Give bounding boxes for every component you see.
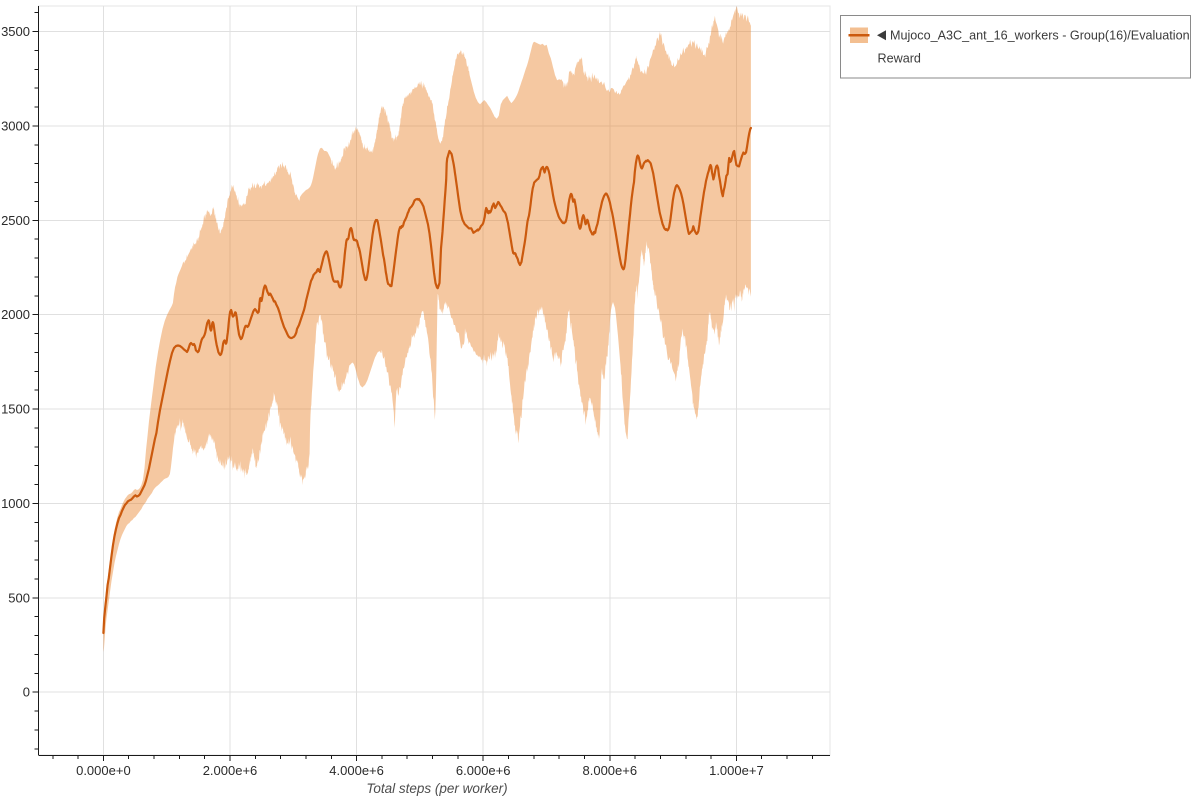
- svg-text:Reward: Reward: [878, 52, 921, 66]
- svg-text:Mujoco_A3C_ant_16_workers - Gr: Mujoco_A3C_ant_16_workers - Group(16)/Ev…: [890, 29, 1190, 43]
- svg-text:500: 500: [8, 590, 30, 605]
- svg-text:1000: 1000: [1, 496, 30, 511]
- svg-text:2.000e+6: 2.000e+6: [203, 763, 258, 778]
- svg-text:0: 0: [23, 685, 30, 700]
- svg-text:4.000e+6: 4.000e+6: [329, 763, 384, 778]
- svg-text:2500: 2500: [1, 213, 30, 228]
- svg-text:3500: 3500: [1, 24, 30, 39]
- svg-text:0.000e+0: 0.000e+0: [76, 763, 131, 778]
- svg-text:6.000e+6: 6.000e+6: [456, 763, 511, 778]
- svg-text:3000: 3000: [1, 118, 30, 133]
- svg-text:8.000e+6: 8.000e+6: [583, 763, 638, 778]
- svg-text:Total steps (per worker): Total steps (per worker): [366, 781, 507, 796]
- svg-text:1.000e+7: 1.000e+7: [709, 763, 764, 778]
- svg-text:2000: 2000: [1, 307, 30, 322]
- svg-text:1500: 1500: [1, 402, 30, 417]
